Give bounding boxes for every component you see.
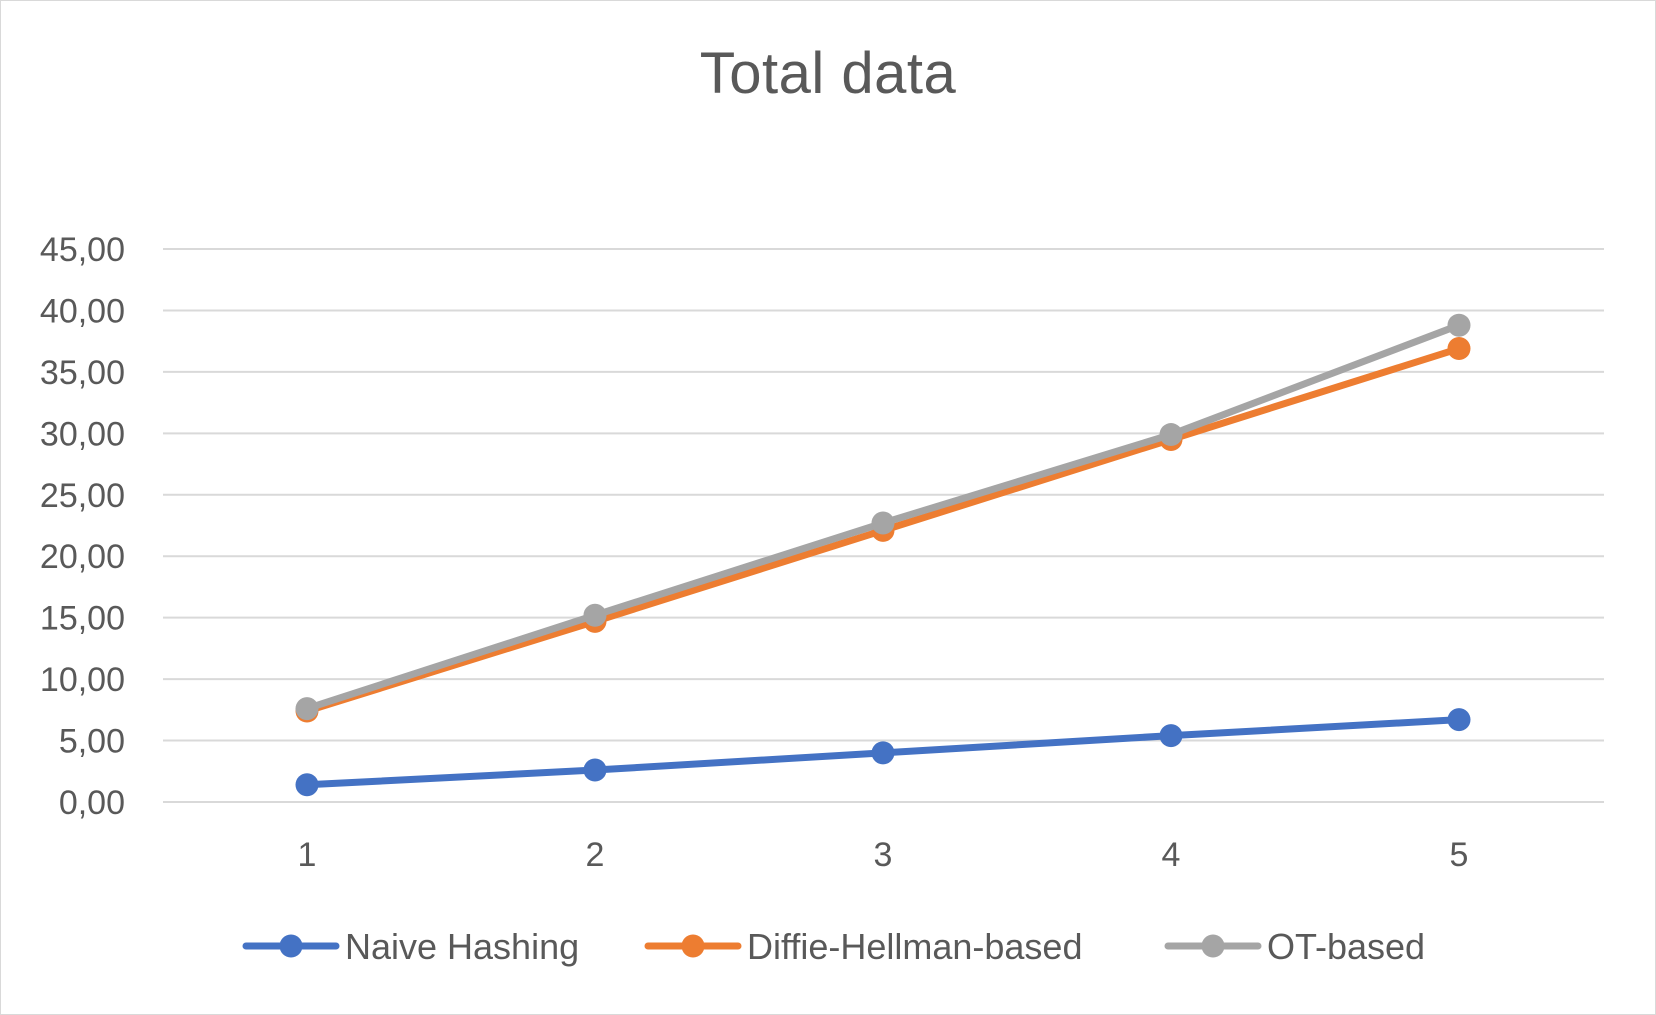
data-point [1447, 337, 1471, 361]
data-point [1159, 423, 1183, 447]
y-tick-label: 25,00 [40, 477, 125, 515]
data-point [583, 603, 607, 627]
legend-swatch-marker [279, 934, 303, 958]
data-point [871, 741, 895, 765]
legend-swatch-marker [1201, 934, 1225, 958]
legend-item: Diffie-Hellman-based [644, 926, 1082, 967]
x-tick-label: 5 [1450, 836, 1469, 874]
chart-title: Total data [699, 41, 957, 106]
data-point [295, 773, 319, 797]
x-tick-label: 3 [874, 836, 893, 874]
legend-label: OT-based [1267, 926, 1425, 967]
series-lines [295, 313, 1471, 797]
y-tick-label: 0,00 [59, 784, 125, 822]
x-tick-label: 1 [298, 836, 317, 874]
legend-label: Naive Hashing [345, 926, 579, 967]
x-tick-label: 2 [586, 836, 605, 874]
data-point [1447, 708, 1471, 732]
y-axis-tick-labels: 0,00 5,00 10,00 15,00 20,00 25,00 30,00 35,00 40… [40, 231, 125, 822]
data-point [871, 511, 895, 535]
series-naive-hashing [295, 708, 1471, 797]
legend: Naive Hashing Diffie-Hellman-based OT-base… [242, 926, 1425, 967]
y-tick-label: 35,00 [40, 354, 125, 392]
y-tick-label: 15,00 [40, 600, 125, 638]
data-point [1159, 724, 1183, 748]
legend-label: Diffie-Hellman-based [747, 926, 1082, 967]
x-axis-tick-labels: 1 2 3 4 5 [298, 836, 1469, 874]
series-ot-based [295, 313, 1471, 721]
data-point [295, 697, 319, 721]
y-tick-label: 20,00 [40, 538, 125, 576]
y-tick-label: 40,00 [40, 292, 125, 330]
y-tick-label: 10,00 [40, 661, 125, 699]
data-point [583, 758, 607, 782]
y-tick-label: 5,00 [59, 723, 125, 761]
legend-item: OT-based [1164, 926, 1425, 967]
data-point [1447, 313, 1471, 337]
y-tick-label: 30,00 [40, 415, 125, 453]
legend-swatch-marker [681, 934, 705, 958]
y-tick-label: 45,00 [40, 231, 125, 269]
x-tick-label: 4 [1162, 836, 1181, 874]
legend-item: Naive Hashing [242, 926, 579, 967]
gridlines [163, 248, 1604, 803]
